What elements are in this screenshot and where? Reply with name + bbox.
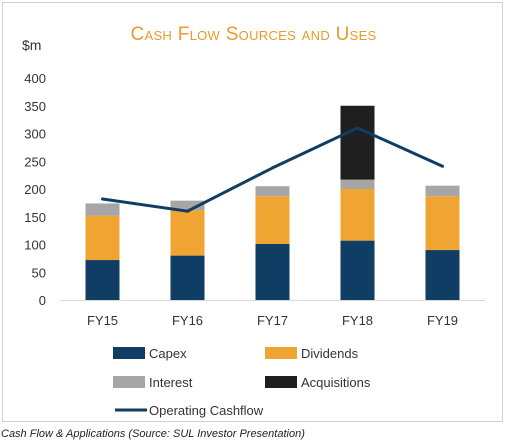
y-tick-label: 350	[24, 99, 46, 114]
bar-interest	[340, 179, 375, 189]
line-point	[271, 166, 274, 170]
bar-interest	[425, 185, 460, 197]
y-unit-label: $m	[22, 37, 42, 53]
legend-label-interest: Interest	[149, 375, 193, 390]
bar-dividends	[425, 196, 460, 251]
y-tick-label: 400	[24, 71, 46, 86]
y-tick-label: 0	[39, 293, 46, 308]
bar-dividends	[340, 189, 375, 241]
legend-swatch-dividends	[265, 347, 297, 359]
x-tick-label: FY19	[427, 313, 458, 328]
bar-capex	[170, 255, 205, 300]
legend-label-acquisitions: Acquisitions	[301, 375, 371, 390]
bar-dividends	[85, 215, 120, 261]
bar-dividends	[255, 196, 290, 244]
legend-swatch-capex	[113, 347, 145, 359]
y-tick-label: 150	[24, 210, 46, 225]
x-tick-label: FY15	[87, 313, 118, 328]
y-tick-label: 250	[24, 154, 46, 169]
bar-interest	[170, 200, 205, 211]
legend-label-dividends: Dividends	[301, 346, 359, 361]
bar-interest	[255, 186, 290, 197]
bar-interest	[85, 203, 120, 216]
x-tick-label: FY18	[342, 313, 373, 328]
chart-svg: 0 50 100 150 200 250 300 350 400 FY15 FY16 FY17 FY18…	[24, 71, 485, 418]
legend-swatch-acquisitions	[265, 376, 297, 388]
x-tick-label: FY17	[257, 313, 288, 328]
legend-swatch-interest	[113, 376, 145, 388]
line-point	[186, 209, 189, 213]
x-tick-label: FY16	[172, 313, 203, 328]
line-point	[441, 164, 444, 168]
bar-capex	[255, 243, 290, 300]
bar-capex	[85, 260, 120, 300]
y-tick-label: 50	[32, 265, 46, 280]
figure-caption: Cash Flow & Applications (Source: SUL In…	[1, 428, 305, 440]
y-tick-label: 100	[24, 238, 46, 253]
line-point	[101, 197, 104, 201]
chart-title: Cash Flow Sources and Uses	[130, 24, 377, 45]
bar-dividends	[170, 210, 205, 256]
bar-capex	[340, 240, 375, 300]
line-point	[356, 126, 359, 130]
bar-acquisitions	[340, 105, 375, 180]
legend-label-capex: Capex	[149, 346, 187, 361]
y-tick-label: 200	[24, 182, 46, 197]
y-tick-label: 300	[24, 127, 46, 142]
legend-label-operating-cashflow: Operating Cashflow	[149, 403, 264, 418]
bar-capex	[425, 250, 460, 300]
